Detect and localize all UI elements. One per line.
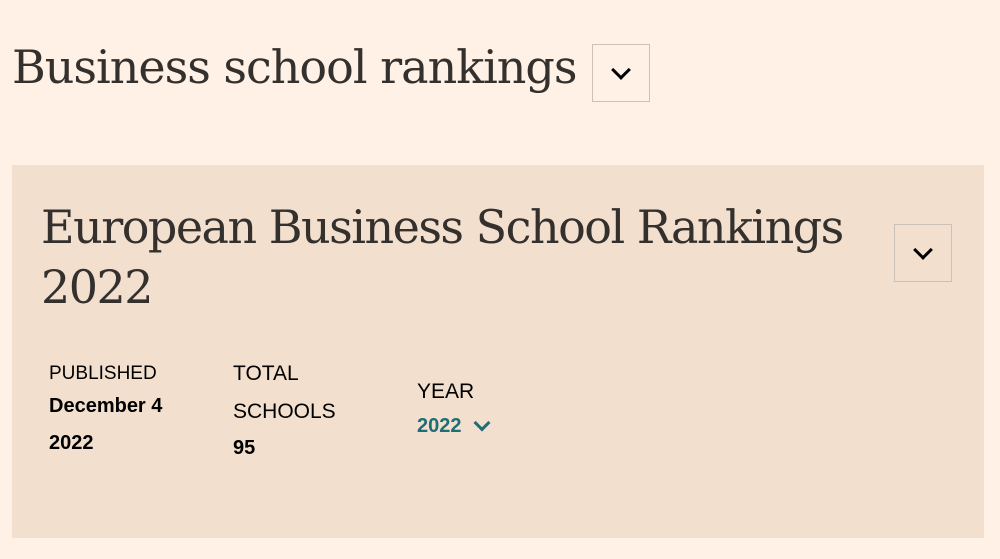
year-selected-value: 2022 bbox=[417, 415, 462, 437]
ranking-title: European Business School Rankings 2022 bbox=[41, 200, 844, 314]
year-label: YEAR bbox=[417, 380, 475, 403]
rankings-dropdown-button[interactable] bbox=[592, 44, 650, 102]
year-select[interactable]: 2022 bbox=[417, 409, 577, 443]
published-label: PUBLISHED bbox=[49, 363, 157, 384]
page-title: Business school rankings bbox=[12, 40, 577, 94]
page-header: Business school rankings bbox=[12, 30, 980, 120]
total-schools-label: TOTAL SCHOOLS bbox=[233, 362, 336, 423]
ranking-card: European Business School Rankings 2022 P… bbox=[12, 165, 984, 538]
total-schools-info: TOTAL SCHOOLS 95 bbox=[233, 355, 373, 465]
published-date: December 4 2022 bbox=[49, 395, 163, 454]
chevron-down-icon bbox=[913, 240, 933, 260]
chevron-down-icon bbox=[473, 414, 490, 432]
chevron-down-icon bbox=[611, 60, 631, 80]
total-schools-value: 95 bbox=[233, 437, 256, 459]
year-info: YEAR 2022 bbox=[417, 375, 577, 443]
published-info: PUBLISHED December 4 2022 bbox=[49, 360, 199, 462]
ranking-dropdown-button[interactable] bbox=[894, 224, 952, 282]
